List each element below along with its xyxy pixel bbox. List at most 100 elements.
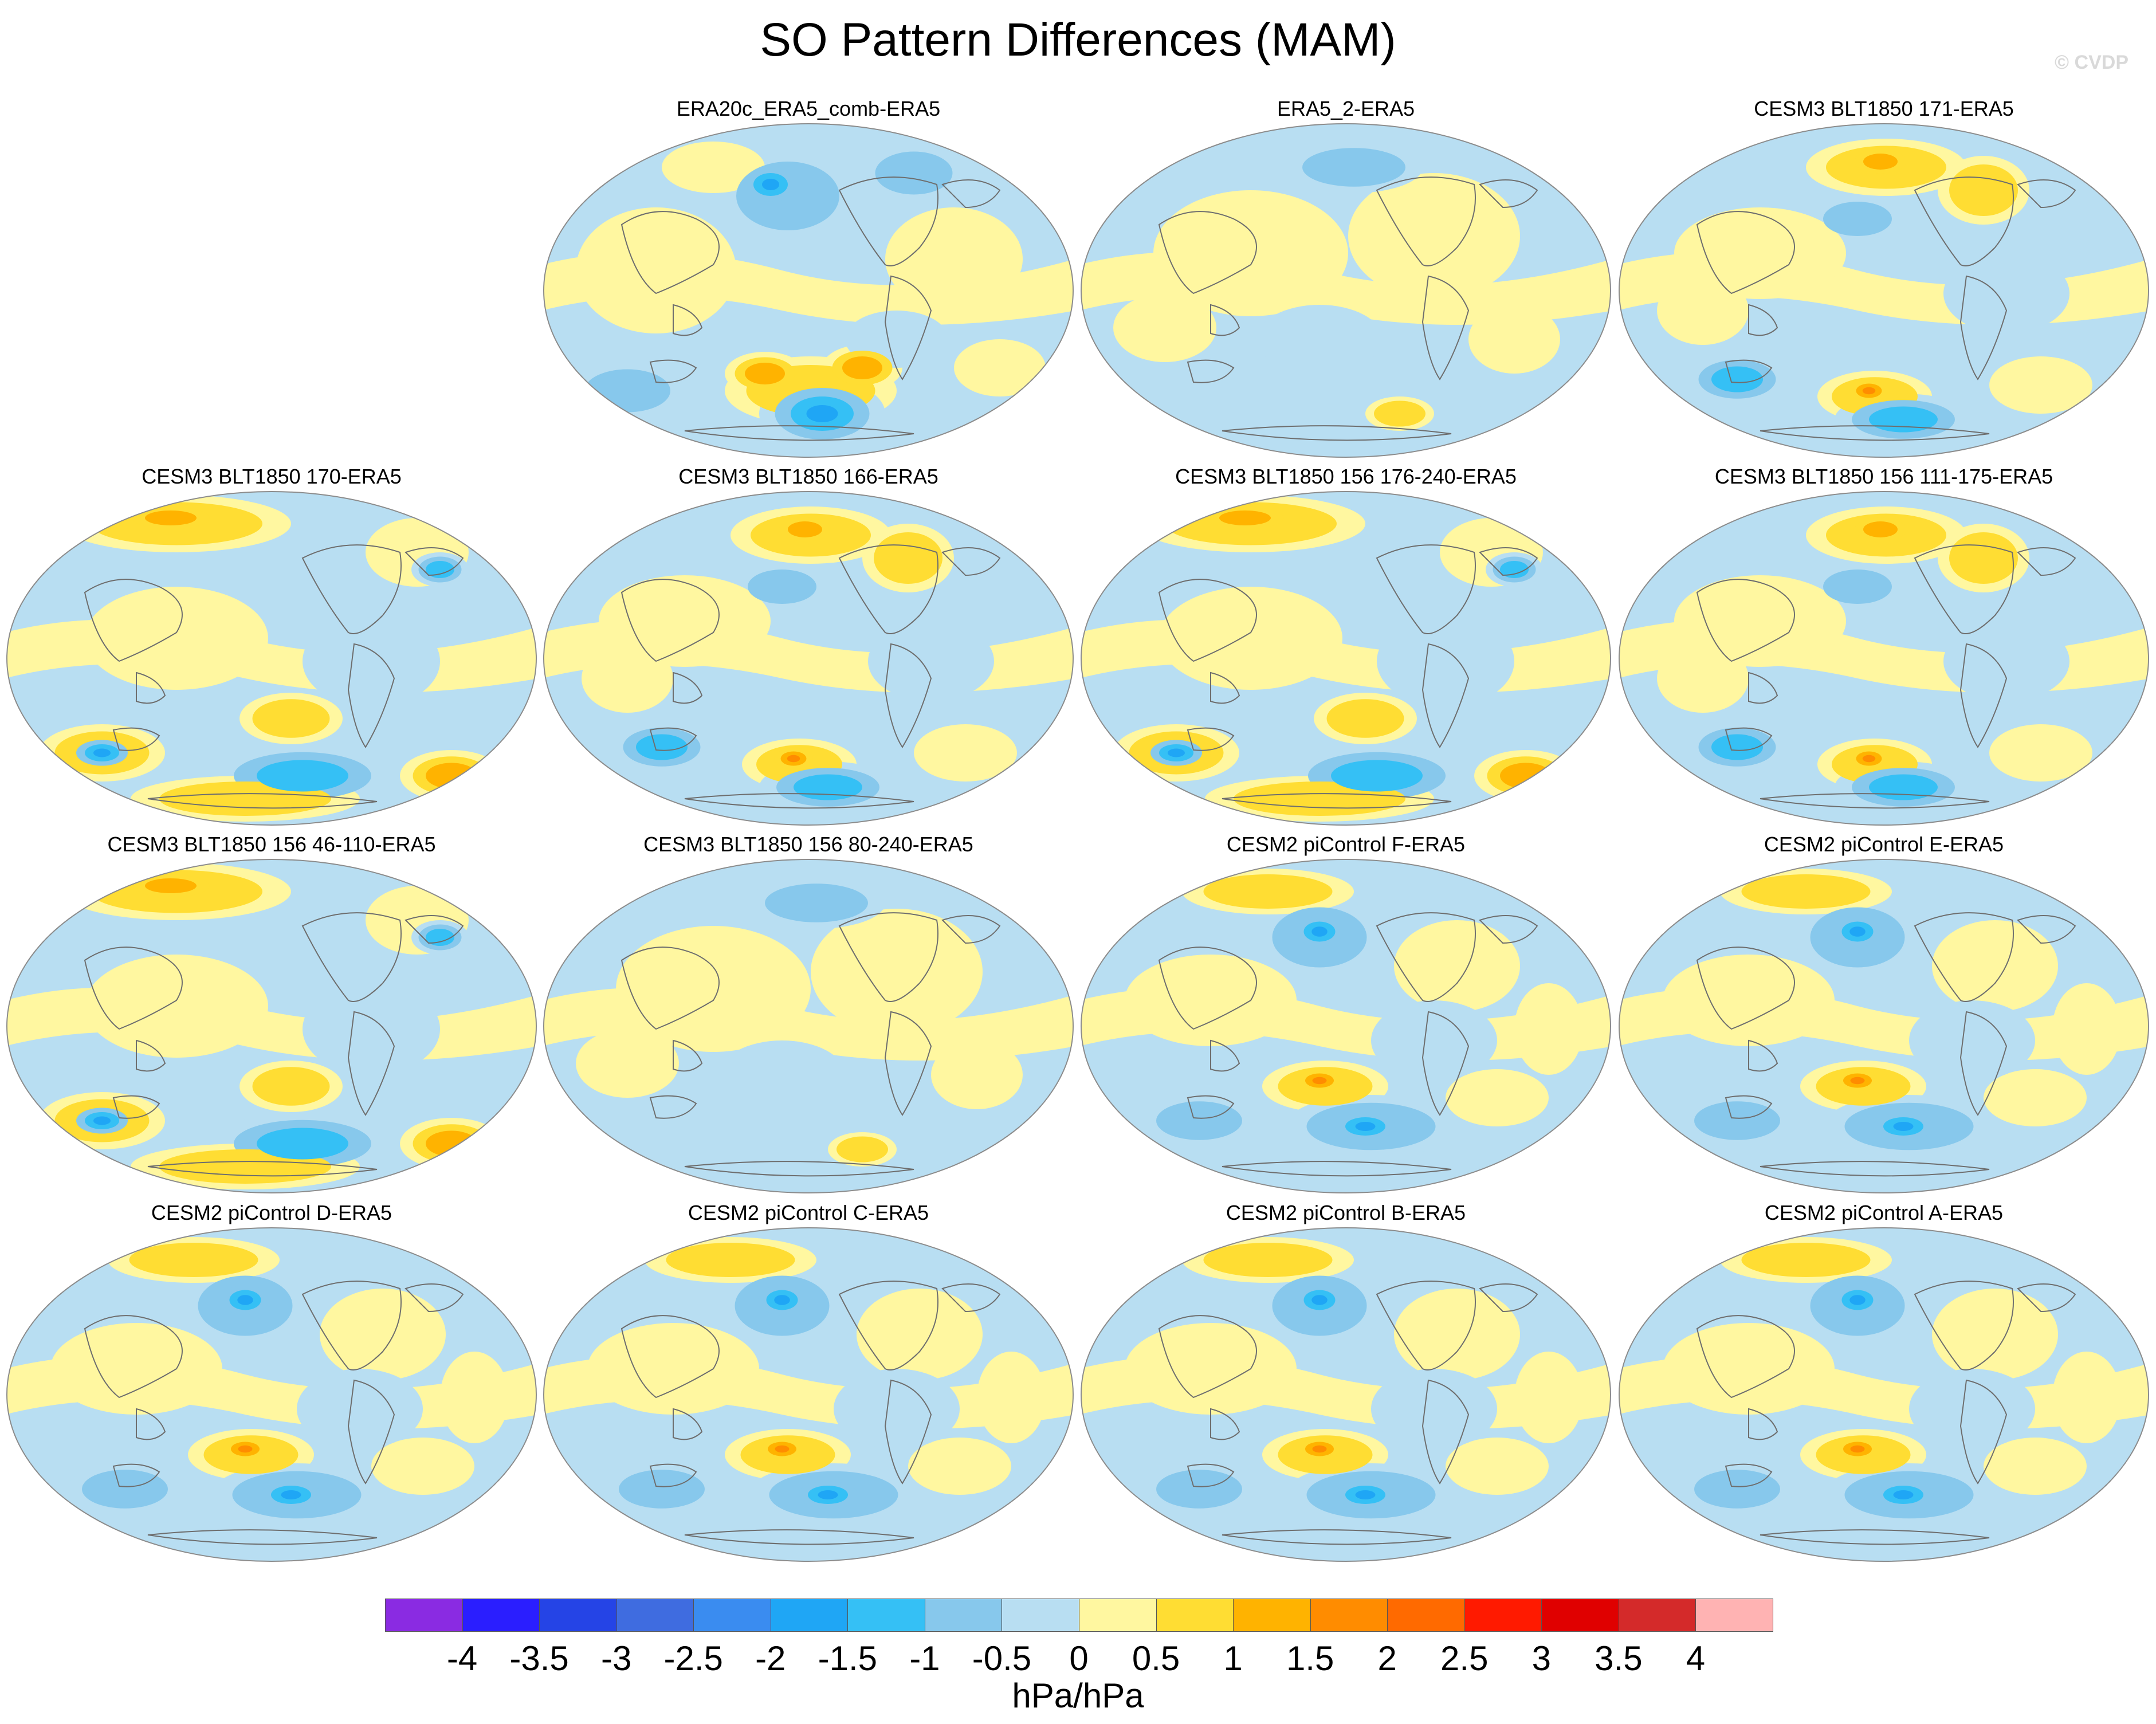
colorbar-box [924,1599,1003,1632]
map-panel: ERA20c_ERA5_comb-ERA5 [541,96,1075,463]
coastline-2 [112,1095,160,1119]
colorbar-box [1541,1599,1619,1632]
negative-anomaly-3-l2 [426,561,454,578]
map-panel: CESM3 BLT1850 166-ERA5 [541,464,1075,831]
coastline-6 [684,1529,914,1545]
coastline-4 [884,275,932,380]
coastline-1 [1748,671,1778,704]
positive-anomaly-5-l1 [837,1136,888,1163]
map-outline [1081,491,1611,826]
negative-anomaly-5-l3 [93,748,111,757]
negative-anomaly-6-l2 [1331,760,1423,792]
coastline-0 [621,1315,720,1399]
coastline-4 [884,643,932,748]
coastline-4 [347,643,395,748]
coastline-6 [147,1529,378,1545]
negative-anomaly-6-l2 [636,734,688,760]
positive-anomaly-3-l2 [745,363,785,384]
panel-title: CESM3 BLT1850 156 80-240-ERA5 [643,832,973,856]
positive-anomaly-9-l0 [599,575,771,667]
coastline-6 [1222,1161,1452,1177]
map-outline [1619,859,2149,1193]
positive-anomaly-5-l1 [1374,400,1425,427]
coastline-5 [1479,1283,1538,1313]
negative-anomaly-10-l0 [1371,1369,1497,1449]
negative-anomaly-10-l0 [1909,1369,2035,1449]
map-field [544,124,1073,457]
world-map [6,859,537,1193]
coastline-5 [405,915,464,944]
coastline-2 [1187,1095,1235,1119]
coastline-1 [1748,1039,1778,1072]
coastline-5 [2017,1283,2076,1313]
positive-anomaly-2-l1 [1949,532,2018,584]
panel-title: CESM2 piControl D-ERA5 [151,1201,392,1224]
positive-anomaly-8-l0 [914,724,1017,782]
positive-anomaly-2-l0 [320,1289,446,1380]
colorbar-tick-label: -3.5 [509,1639,569,1678]
map-outline [543,123,1074,458]
negative-anomaly-10-l0 [303,615,440,707]
colorbar-box [1079,1599,1157,1632]
coastline-4 [1959,1011,2008,1116]
coastline-5 [941,1283,1001,1313]
colorbar-tick-label: 2 [1377,1639,1397,1678]
positive-anomaly-5-l3 [1862,387,1876,395]
coastline-1 [136,671,166,704]
coastline-4 [1959,643,2008,748]
positive-anomaly-6-l0 [1113,293,1216,362]
colorbar-tick-label: 2.5 [1440,1639,1489,1678]
negative-anomaly-10-l0 [303,983,440,1075]
map-panel: CESM2 piControl A-ERA5 [1617,1200,2151,1567]
coastline-0 [621,579,720,662]
coastline-3 [1376,912,1476,1002]
map-field [7,1228,536,1561]
map-field [544,1228,1073,1561]
map-field [1081,492,1611,825]
positive-anomaly-9-l0 [50,1323,222,1415]
positive-anomaly-11-l0 [1657,644,1749,713]
coastline-3 [838,912,938,1002]
coastline-1 [673,1408,703,1440]
negative-anomaly-10-l0 [1377,615,1514,707]
coastline-6 [1760,1161,1990,1177]
negative-anomaly-10-l0 [1943,621,2069,701]
coastline-0 [1158,1315,1257,1399]
negative-anomaly-6-l3 [281,1490,301,1499]
map-field [1081,859,1611,1193]
negative-anomaly-6-l3 [1893,1490,1914,1499]
colorbar-box [693,1599,771,1632]
coastline-4 [884,1379,932,1485]
world-map [1081,123,1611,458]
coastline-5 [405,547,464,576]
coastline-3 [838,544,938,634]
coastline-0 [1696,211,1795,294]
map-outline [543,1227,1074,1562]
positive-anomaly-9-l0 [85,955,268,1058]
positive-anomaly-7-l0 [931,1040,1023,1109]
coastline-6 [147,1161,378,1177]
negative-anomaly-3-l0 [610,1109,794,1167]
coastline-0 [1696,947,1795,1030]
colorbar-box [1156,1599,1234,1632]
positive-anomaly-8-l0 [371,1438,474,1495]
positive-anomaly-11-l1 [1326,699,1404,738]
negative-anomaly-6-l2 [1711,734,1763,760]
coastline-0 [84,1315,183,1399]
colorbar-tick-label: 3 [1531,1639,1552,1678]
coastline-3 [1914,1281,2014,1370]
colorbar-tick-label: -0.5 [972,1639,1032,1678]
coastline-0 [1158,947,1257,1030]
positive-anomaly-9-l0 [1663,1323,1835,1415]
coastline-3 [301,544,402,634]
positive-anomaly-9-l0 [1674,207,1846,299]
colorbar-box [1233,1599,1311,1632]
panel-title: CESM3 BLT1850 156 46-110-ERA5 [107,832,436,856]
positive-anomaly-4-l3 [1312,1445,1327,1453]
map-field [1619,859,2149,1193]
positive-anomaly-10-l0 [954,339,1046,396]
positive-anomaly-12-l0 [440,1352,509,1443]
coastline-2 [1187,727,1235,751]
coastline-3 [1914,176,2014,266]
negative-anomaly-1-l3 [1849,1295,1866,1305]
